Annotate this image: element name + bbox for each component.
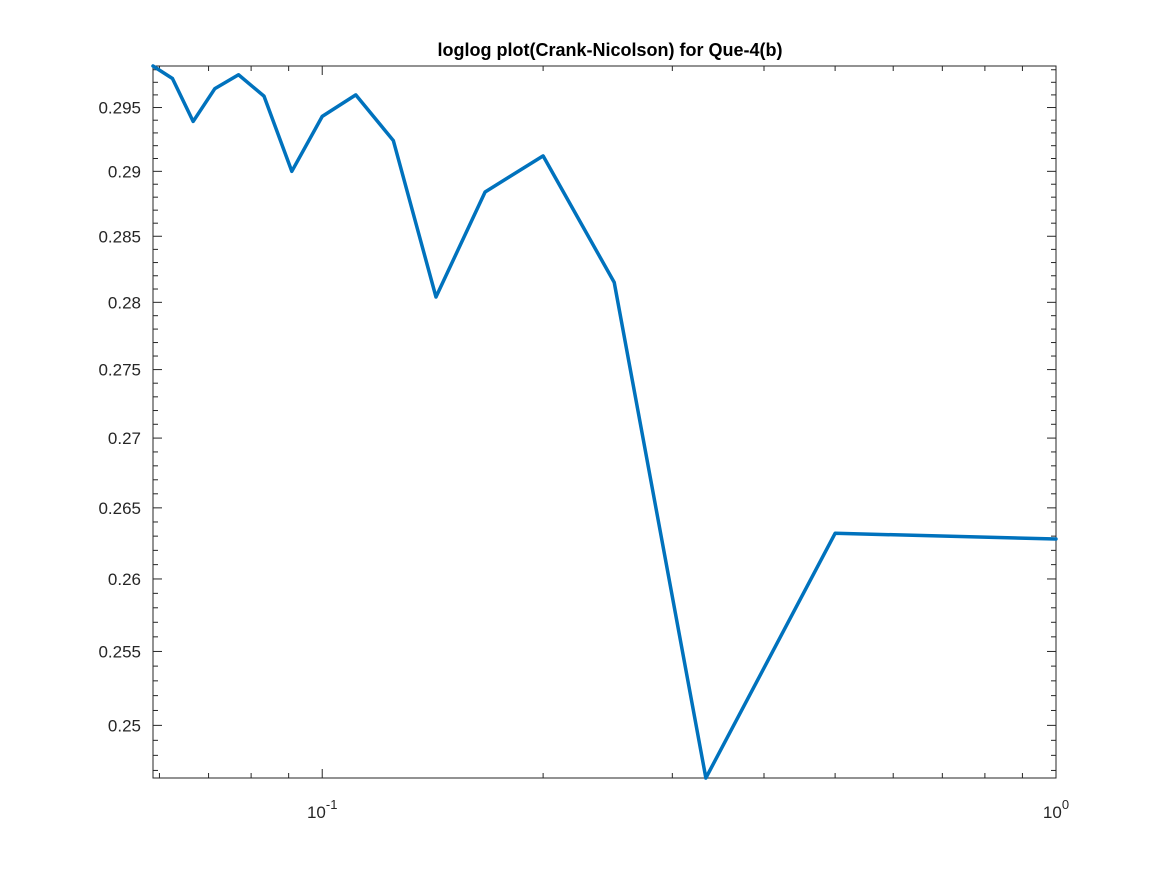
y-tick-label: 0.28	[108, 293, 141, 312]
y-tick-label: 0.26	[108, 570, 141, 589]
y-tick-label: 0.265	[98, 499, 141, 518]
x-tick-label: 10-1	[307, 797, 337, 822]
y-tick-label: 0.275	[98, 361, 141, 380]
x-tick-label-base: 10	[1043, 803, 1062, 822]
y-tick-label: 0.285	[98, 227, 141, 246]
x-tick-label-base: 10	[307, 803, 326, 822]
x-tick-label-exp: 0	[1062, 797, 1069, 812]
y-tick-label: 0.27	[108, 429, 141, 448]
y-tick-label: 0.295	[98, 99, 141, 118]
series-group	[151, 64, 1058, 780]
x-tick-label: 100	[1043, 797, 1069, 822]
tick-labels: 0.25 0.255 0.26 0.265 0.27 0.275 0.28 0.285 0.29…	[98, 99, 1069, 822]
series-line-0	[151, 64, 1058, 780]
y-tick-label: 0.255	[98, 642, 141, 661]
plot-box	[152, 65, 1057, 779]
y-tick-label: 0.29	[108, 162, 141, 181]
y-tick-label: 0.25	[108, 716, 141, 735]
axis-ticks	[153, 66, 1057, 778]
plot-frame	[152, 65, 1057, 779]
chart-title: loglog plot(Crank-Nicolson) for Que-4(b)	[438, 40, 783, 60]
x-tick-label-exp: -1	[326, 797, 338, 812]
